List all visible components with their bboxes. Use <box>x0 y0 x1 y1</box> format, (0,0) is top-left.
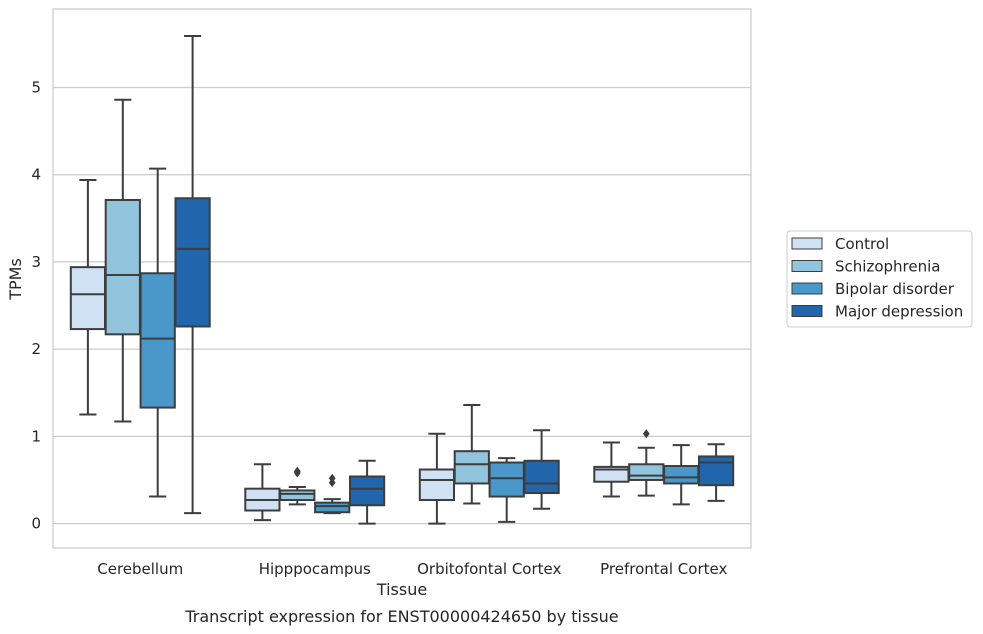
iqr-box <box>139 272 176 409</box>
iqr-box <box>174 197 211 328</box>
legend-swatch <box>791 305 823 317</box>
iqr-box <box>523 459 560 495</box>
box-major-depression <box>348 459 386 525</box>
y-tick-label: 0 <box>31 515 41 533</box>
legend-label: Schizophrenia <box>835 258 940 276</box>
x-tick-label: Cerebellum <box>97 560 183 578</box>
box-bipolar-disorder <box>663 444 700 506</box>
legend-frame <box>786 230 973 328</box>
chart-title: Transcript expression for ENST0000042465… <box>184 607 618 626</box>
box-series <box>69 35 735 525</box>
x-tick-label: Prefrontal Cortex <box>600 560 727 578</box>
y-tick-label: 3 <box>31 253 41 271</box>
iqr-box <box>488 461 525 498</box>
iqr-box <box>69 266 107 331</box>
box-control <box>593 441 630 498</box>
iqr-box <box>453 450 490 485</box>
iqr-box <box>348 475 386 507</box>
legend-label: Major depression <box>835 303 963 321</box>
legend-swatch <box>791 237 823 250</box>
legend: Control Schizophrenia Bipolar disorder Majo… <box>786 230 973 328</box>
iqr-box <box>418 468 456 502</box>
box-schizophrenia <box>628 429 665 497</box>
legend-swatch <box>791 282 823 295</box>
iqr-box <box>279 489 316 502</box>
box-schizophrenia <box>104 98 141 423</box>
legend-swatch <box>791 260 823 272</box>
box-schizophrenia <box>279 466 316 506</box>
iqr-box <box>697 455 735 487</box>
box-bipolar-disorder <box>139 167 176 498</box>
y-tick-label: 4 <box>31 166 41 184</box>
box-major-depression <box>174 35 211 515</box>
outlier-point <box>293 468 301 478</box>
box-bipolar-disorder <box>314 473 351 515</box>
box-schizophrenia <box>453 403 490 505</box>
x-tick-label: Hipppocampus <box>259 560 371 578</box>
outlier-point <box>328 478 336 488</box>
x-axis-label: Tissue <box>376 580 427 599</box>
x-tick-label: Orbitofontal Cortex <box>417 560 561 578</box>
y-tick-label: 1 <box>31 427 41 445</box>
plot-frame <box>52 8 752 549</box>
iqr-box <box>628 463 665 481</box>
y-tick-label: 2 <box>31 340 41 358</box>
legend-label: Control <box>835 235 889 253</box>
box-major-depression <box>523 429 560 510</box>
outlier-point <box>642 429 650 439</box>
y-tick-labels: 0 1 2 3 4 5 <box>31 78 41 532</box>
legend-label: Bipolar disorder <box>835 280 955 298</box>
iqr-box <box>104 199 141 336</box>
box-control <box>418 432 456 525</box>
iqr-box <box>314 501 351 514</box>
y-axis-label: TPMs <box>6 258 25 301</box>
iqr-box <box>663 465 700 485</box>
y-tick-label: 5 <box>31 78 41 96</box>
x-tick-labels: Cerebellum Hipppocampus Orbitofontal Corte… <box>97 560 727 578</box>
box-major-depression <box>697 443 735 502</box>
